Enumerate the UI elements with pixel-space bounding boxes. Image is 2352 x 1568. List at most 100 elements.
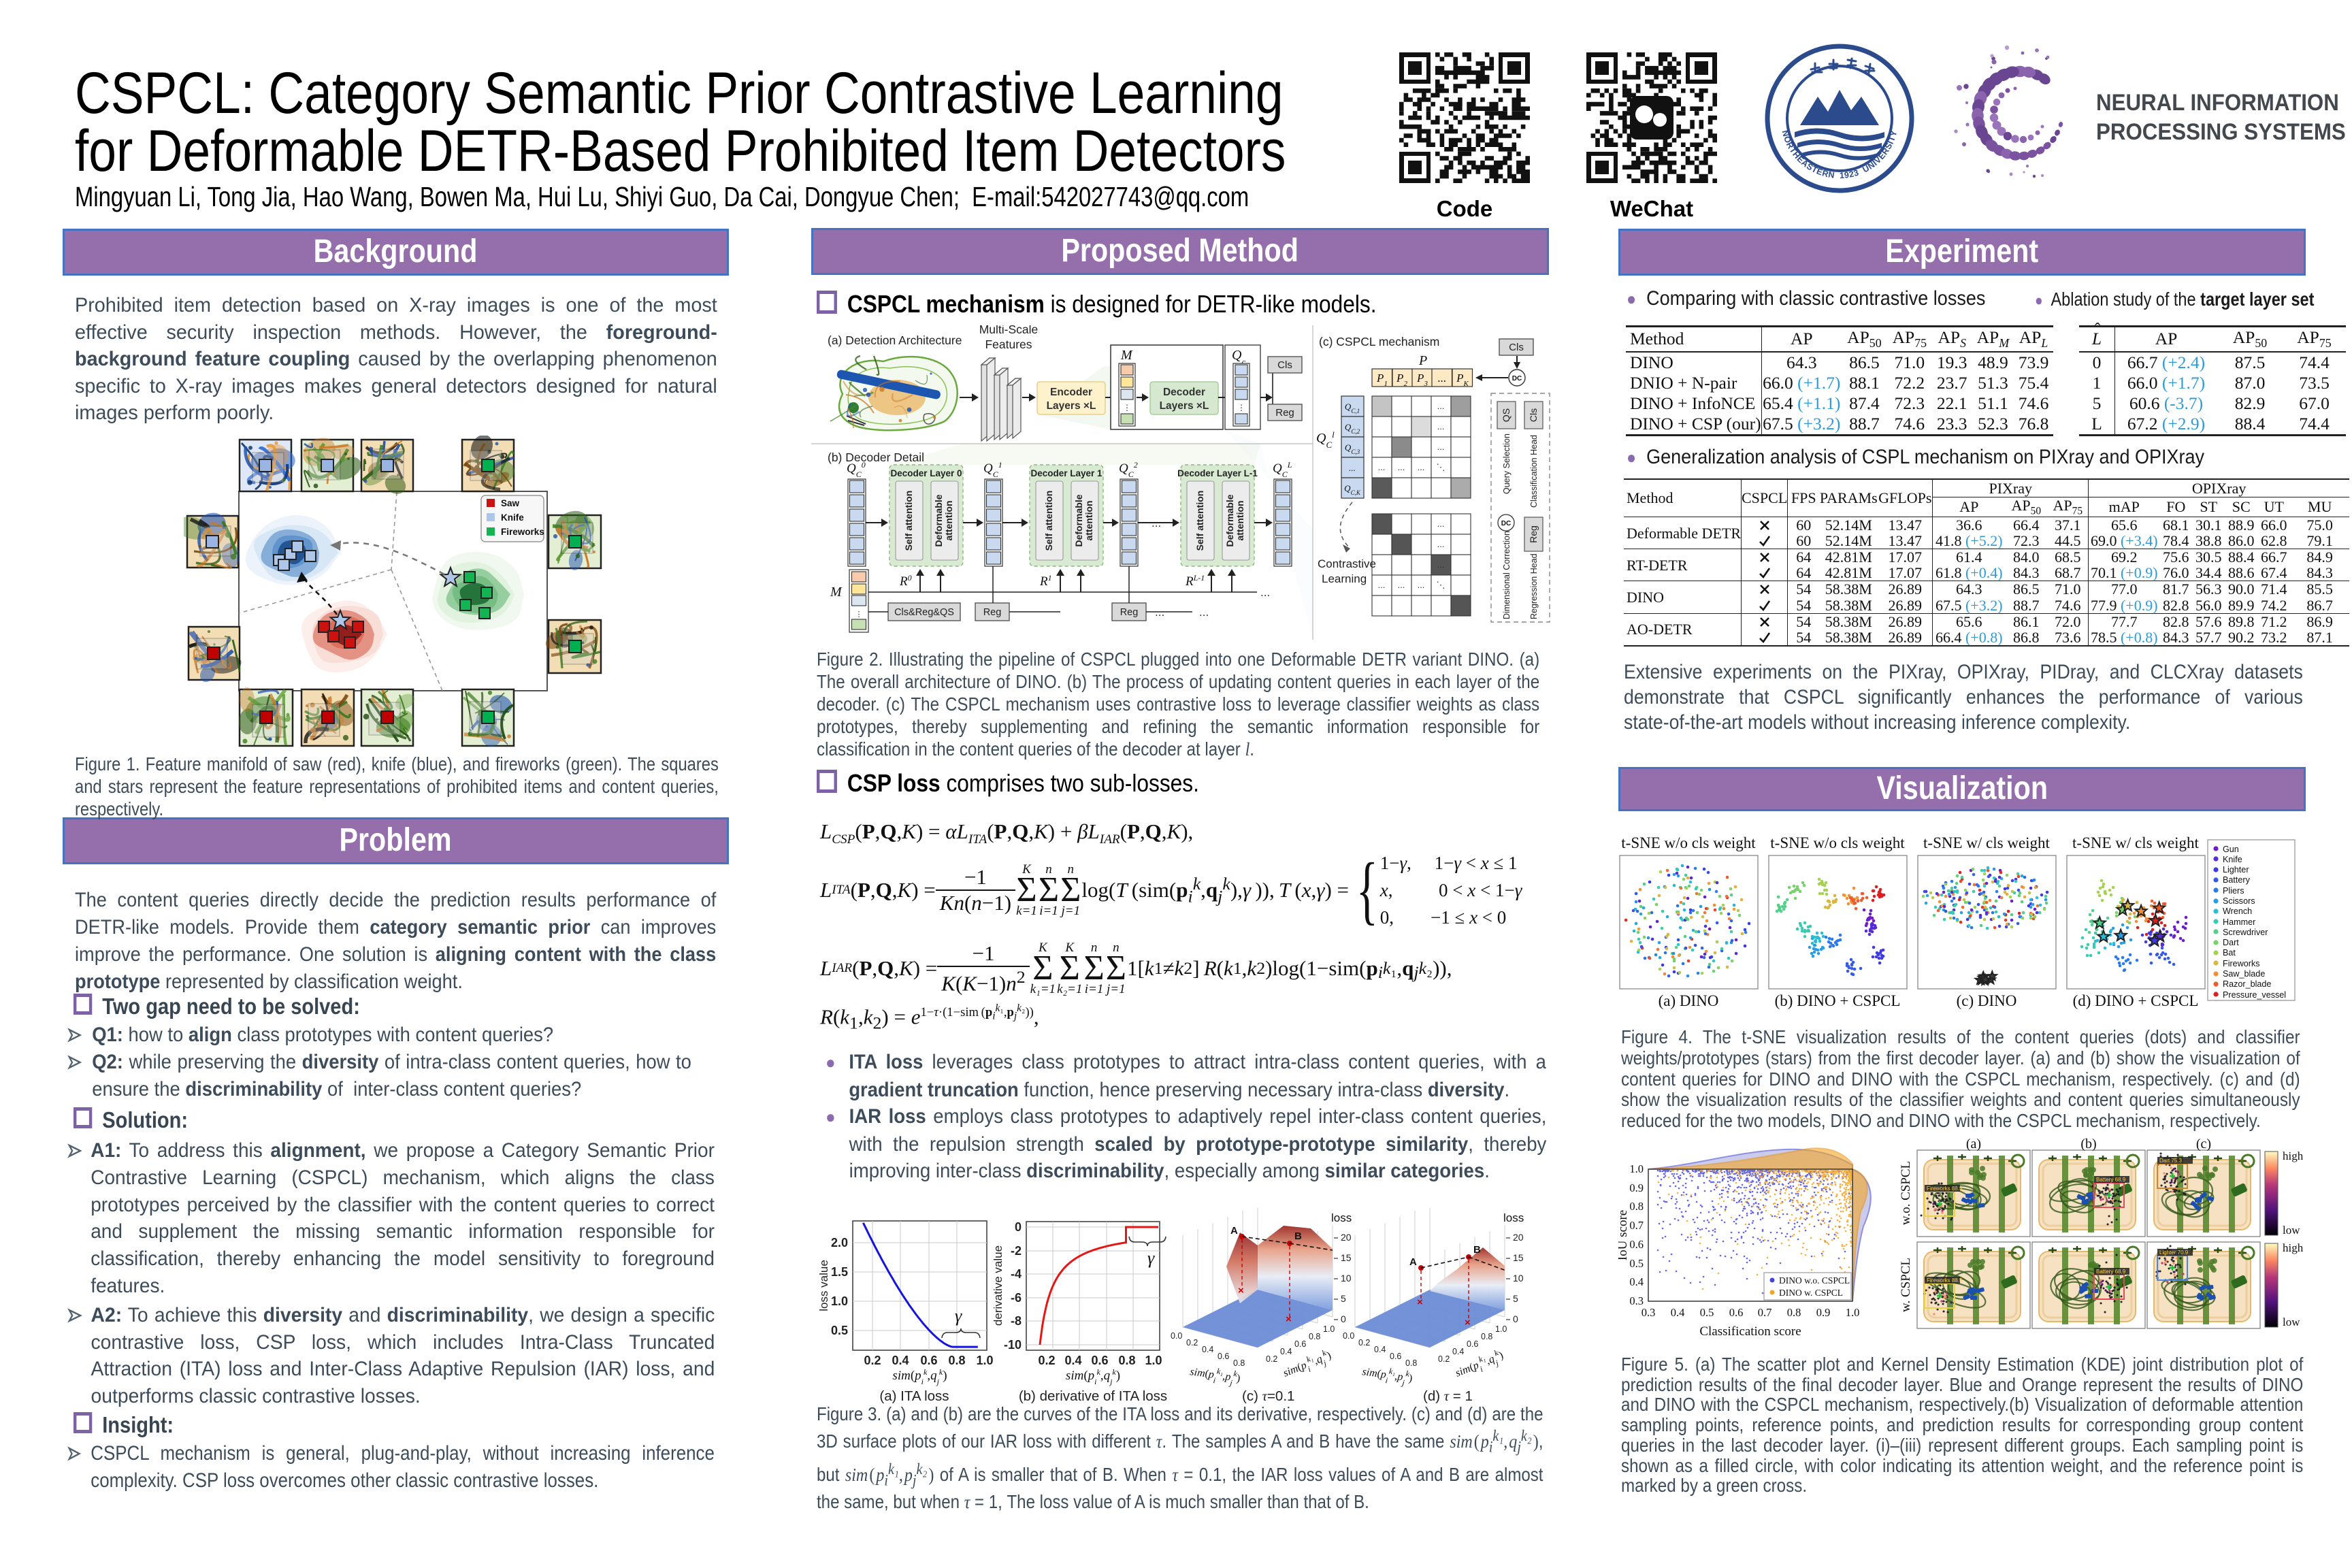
svg-text:0.4: 0.4 xyxy=(1452,1347,1464,1356)
svg-text:0.8: 0.8 xyxy=(1233,1358,1245,1368)
svg-text:(b): (b) xyxy=(2080,1137,2096,1152)
svg-text:Dimensional Correction: Dimensional Correction xyxy=(1502,531,1512,619)
svg-text:Reg: Reg xyxy=(1120,607,1139,618)
svg-text:-2: -2 xyxy=(1011,1244,1022,1258)
svg-text:DINO w. CSPCL: DINO w. CSPCL xyxy=(1779,1288,1843,1298)
svg-text:loss: loss xyxy=(1503,1211,1524,1224)
svg-text:0.7: 0.7 xyxy=(1629,1219,1644,1232)
svg-text:0.6: 0.6 xyxy=(1091,1354,1108,1367)
svg-text:A: A xyxy=(1230,1225,1238,1237)
svg-text:Decoder Layer 0: Decoder Layer 0 xyxy=(890,468,962,478)
svg-text:0.0: 0.0 xyxy=(1171,1331,1182,1341)
svg-text:Knife: Knife xyxy=(2223,855,2242,864)
svg-text:×: × xyxy=(1238,1285,1244,1296)
svg-text:0.8: 0.8 xyxy=(1787,1306,1801,1319)
svg-text:Multi-Scale: Multi-Scale xyxy=(979,325,1039,336)
svg-text:Self attention: Self attention xyxy=(1043,491,1054,551)
svg-text:...: ... xyxy=(1437,401,1445,411)
svg-text:0.0: 0.0 xyxy=(1343,1331,1354,1341)
svg-text:0.6: 0.6 xyxy=(1467,1339,1478,1349)
svg-text:Razor_blade: Razor_blade xyxy=(2223,979,2271,989)
svg-text:0.8: 0.8 xyxy=(1309,1332,1320,1341)
svg-text:1.0: 1.0 xyxy=(1846,1306,1860,1319)
svg-text:Self attention: Self attention xyxy=(903,491,914,551)
svg-text:1.0: 1.0 xyxy=(1495,1324,1507,1334)
svg-text:Cls: Cls xyxy=(1509,342,1524,353)
svg-text:Regression Head: Regression Head xyxy=(1529,553,1539,619)
svg-text:Hammer: Hammer xyxy=(2223,917,2255,927)
svg-text:...: ... xyxy=(1418,580,1425,590)
svg-text:-4: -4 xyxy=(1011,1267,1022,1281)
svg-text:⋮: ⋮ xyxy=(1237,403,1245,412)
svg-text:0.2: 0.2 xyxy=(1358,1338,1370,1348)
svg-text:Fireworks: Fireworks xyxy=(2223,959,2260,968)
svg-text:t-SNE w/o cls weight: t-SNE w/o cls weight xyxy=(1621,834,1756,851)
svg-text:Deformable: Deformable xyxy=(933,494,944,546)
svg-text:P: P xyxy=(1418,353,1427,368)
svg-text:B: B xyxy=(1294,1230,1302,1242)
svg-text:Self attention: Self attention xyxy=(1194,491,1205,551)
svg-text:QS: QS xyxy=(1501,408,1512,422)
svg-text:0.4: 0.4 xyxy=(1671,1306,1685,1319)
svg-text:0.4: 0.4 xyxy=(1064,1354,1081,1367)
svg-text:(c) CSPCL mechanism: (c) CSPCL mechanism xyxy=(1319,335,1439,348)
svg-text:DC: DC xyxy=(1512,375,1522,382)
svg-text:low: low xyxy=(2283,1224,2300,1237)
svg-text:Contrastive: Contrastive xyxy=(1318,557,1376,570)
svg-text:...: ... xyxy=(1437,559,1445,570)
svg-text:0.2: 0.2 xyxy=(1186,1338,1198,1348)
svg-text:Encoder: Encoder xyxy=(1050,387,1092,398)
svg-text:2.0: 2.0 xyxy=(831,1236,848,1250)
svg-text:(b) DINO + CSPCL: (b) DINO + CSPCL xyxy=(1775,992,1901,1009)
svg-text:...: ... xyxy=(1155,606,1164,619)
svg-text:Decoder Layer 1: Decoder Layer 1 xyxy=(1030,468,1102,478)
svg-text:0.2: 0.2 xyxy=(864,1354,881,1367)
svg-text:0.4: 0.4 xyxy=(1374,1345,1386,1354)
svg-text:0.6: 0.6 xyxy=(1390,1352,1401,1361)
svg-text:(b) derivative of ITA loss: (b) derivative of ITA loss xyxy=(1019,1388,1167,1404)
svg-text:-6: -6 xyxy=(1011,1291,1022,1305)
svg-text:...: ... xyxy=(1437,421,1445,431)
svg-text:0.5: 0.5 xyxy=(831,1324,848,1337)
svg-text:Fireworks: Fireworks xyxy=(501,527,544,537)
svg-text:0.2: 0.2 xyxy=(1266,1354,1277,1364)
svg-text:20: 20 xyxy=(1341,1232,1352,1243)
svg-text:1.0: 1.0 xyxy=(1629,1162,1644,1175)
svg-text:...: ... xyxy=(1437,519,1445,529)
svg-text:0.4: 0.4 xyxy=(1629,1275,1644,1288)
svg-text:attention: attention xyxy=(1235,500,1245,540)
svg-text:Layers ×L: Layers ×L xyxy=(1160,400,1209,412)
svg-text:QCl: QCl xyxy=(1316,429,1335,450)
svg-text:Scissors: Scissors xyxy=(2223,896,2255,906)
svg-text:attention: attention xyxy=(1083,500,1094,540)
svg-text:...: ... xyxy=(1260,586,1270,599)
svg-text:Decoder: Decoder xyxy=(1163,387,1205,398)
svg-text:Pressure_vessel: Pressure_vessel xyxy=(2223,990,2286,1000)
svg-text:(d) τ = 1: (d) τ = 1 xyxy=(1423,1388,1473,1404)
svg-text:...: ... xyxy=(1398,580,1405,590)
svg-text:(a) ITA loss: (a) ITA loss xyxy=(879,1388,949,1404)
svg-text:(c) τ=0.1: (c) τ=0.1 xyxy=(1242,1388,1294,1404)
svg-text:0.6: 0.6 xyxy=(920,1354,937,1367)
svg-text:w. CSPCL: w. CSPCL xyxy=(1899,1258,1913,1312)
svg-text:IoU score: IoU score xyxy=(1618,1210,1630,1260)
svg-text:0.9: 0.9 xyxy=(1816,1306,1831,1319)
svg-text:15: 15 xyxy=(1341,1252,1352,1263)
svg-text:(a) DINO: (a) DINO xyxy=(1659,992,1719,1009)
svg-text:t-SNE w/ cls weight: t-SNE w/ cls weight xyxy=(1923,834,2051,851)
svg-text:attention: attention xyxy=(943,500,954,540)
svg-text:×: × xyxy=(1465,1317,1471,1328)
svg-text:Reg: Reg xyxy=(983,607,1002,618)
svg-text:0.5: 0.5 xyxy=(1629,1257,1644,1270)
svg-text:...: ... xyxy=(1199,606,1209,619)
svg-text:(a) Detection Architecture: (a) Detection Architecture xyxy=(828,333,962,347)
svg-text:Query Selection: Query Selection xyxy=(1502,434,1512,494)
svg-text:0.5: 0.5 xyxy=(1700,1306,1714,1319)
svg-text:t-SNE w/ cls weight: t-SNE w/ cls weight xyxy=(2072,834,2200,851)
svg-text:...: ... xyxy=(1418,462,1425,472)
svg-text:Saw_blade: Saw_blade xyxy=(2223,969,2265,979)
svg-text:R1: R1 xyxy=(1039,573,1052,589)
svg-text:Features: Features xyxy=(985,338,1032,351)
svg-text:Learning: Learning xyxy=(1322,572,1367,585)
svg-text:γ: γ xyxy=(955,1306,962,1326)
